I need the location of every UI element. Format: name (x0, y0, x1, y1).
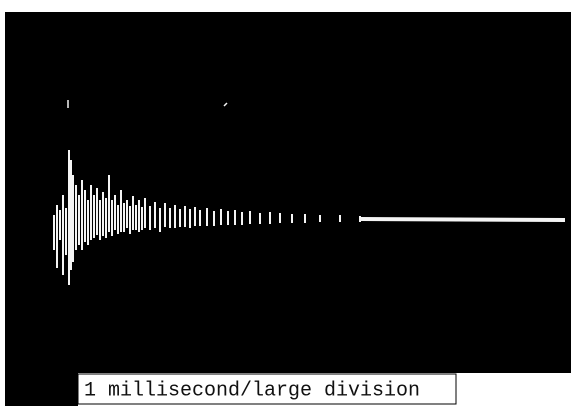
screen (5, 12, 571, 373)
caption: 1 millisecond/large division (84, 379, 420, 402)
caption-block (5, 373, 78, 406)
oscilloscope-photo: 1 millisecond/large division (0, 0, 571, 413)
